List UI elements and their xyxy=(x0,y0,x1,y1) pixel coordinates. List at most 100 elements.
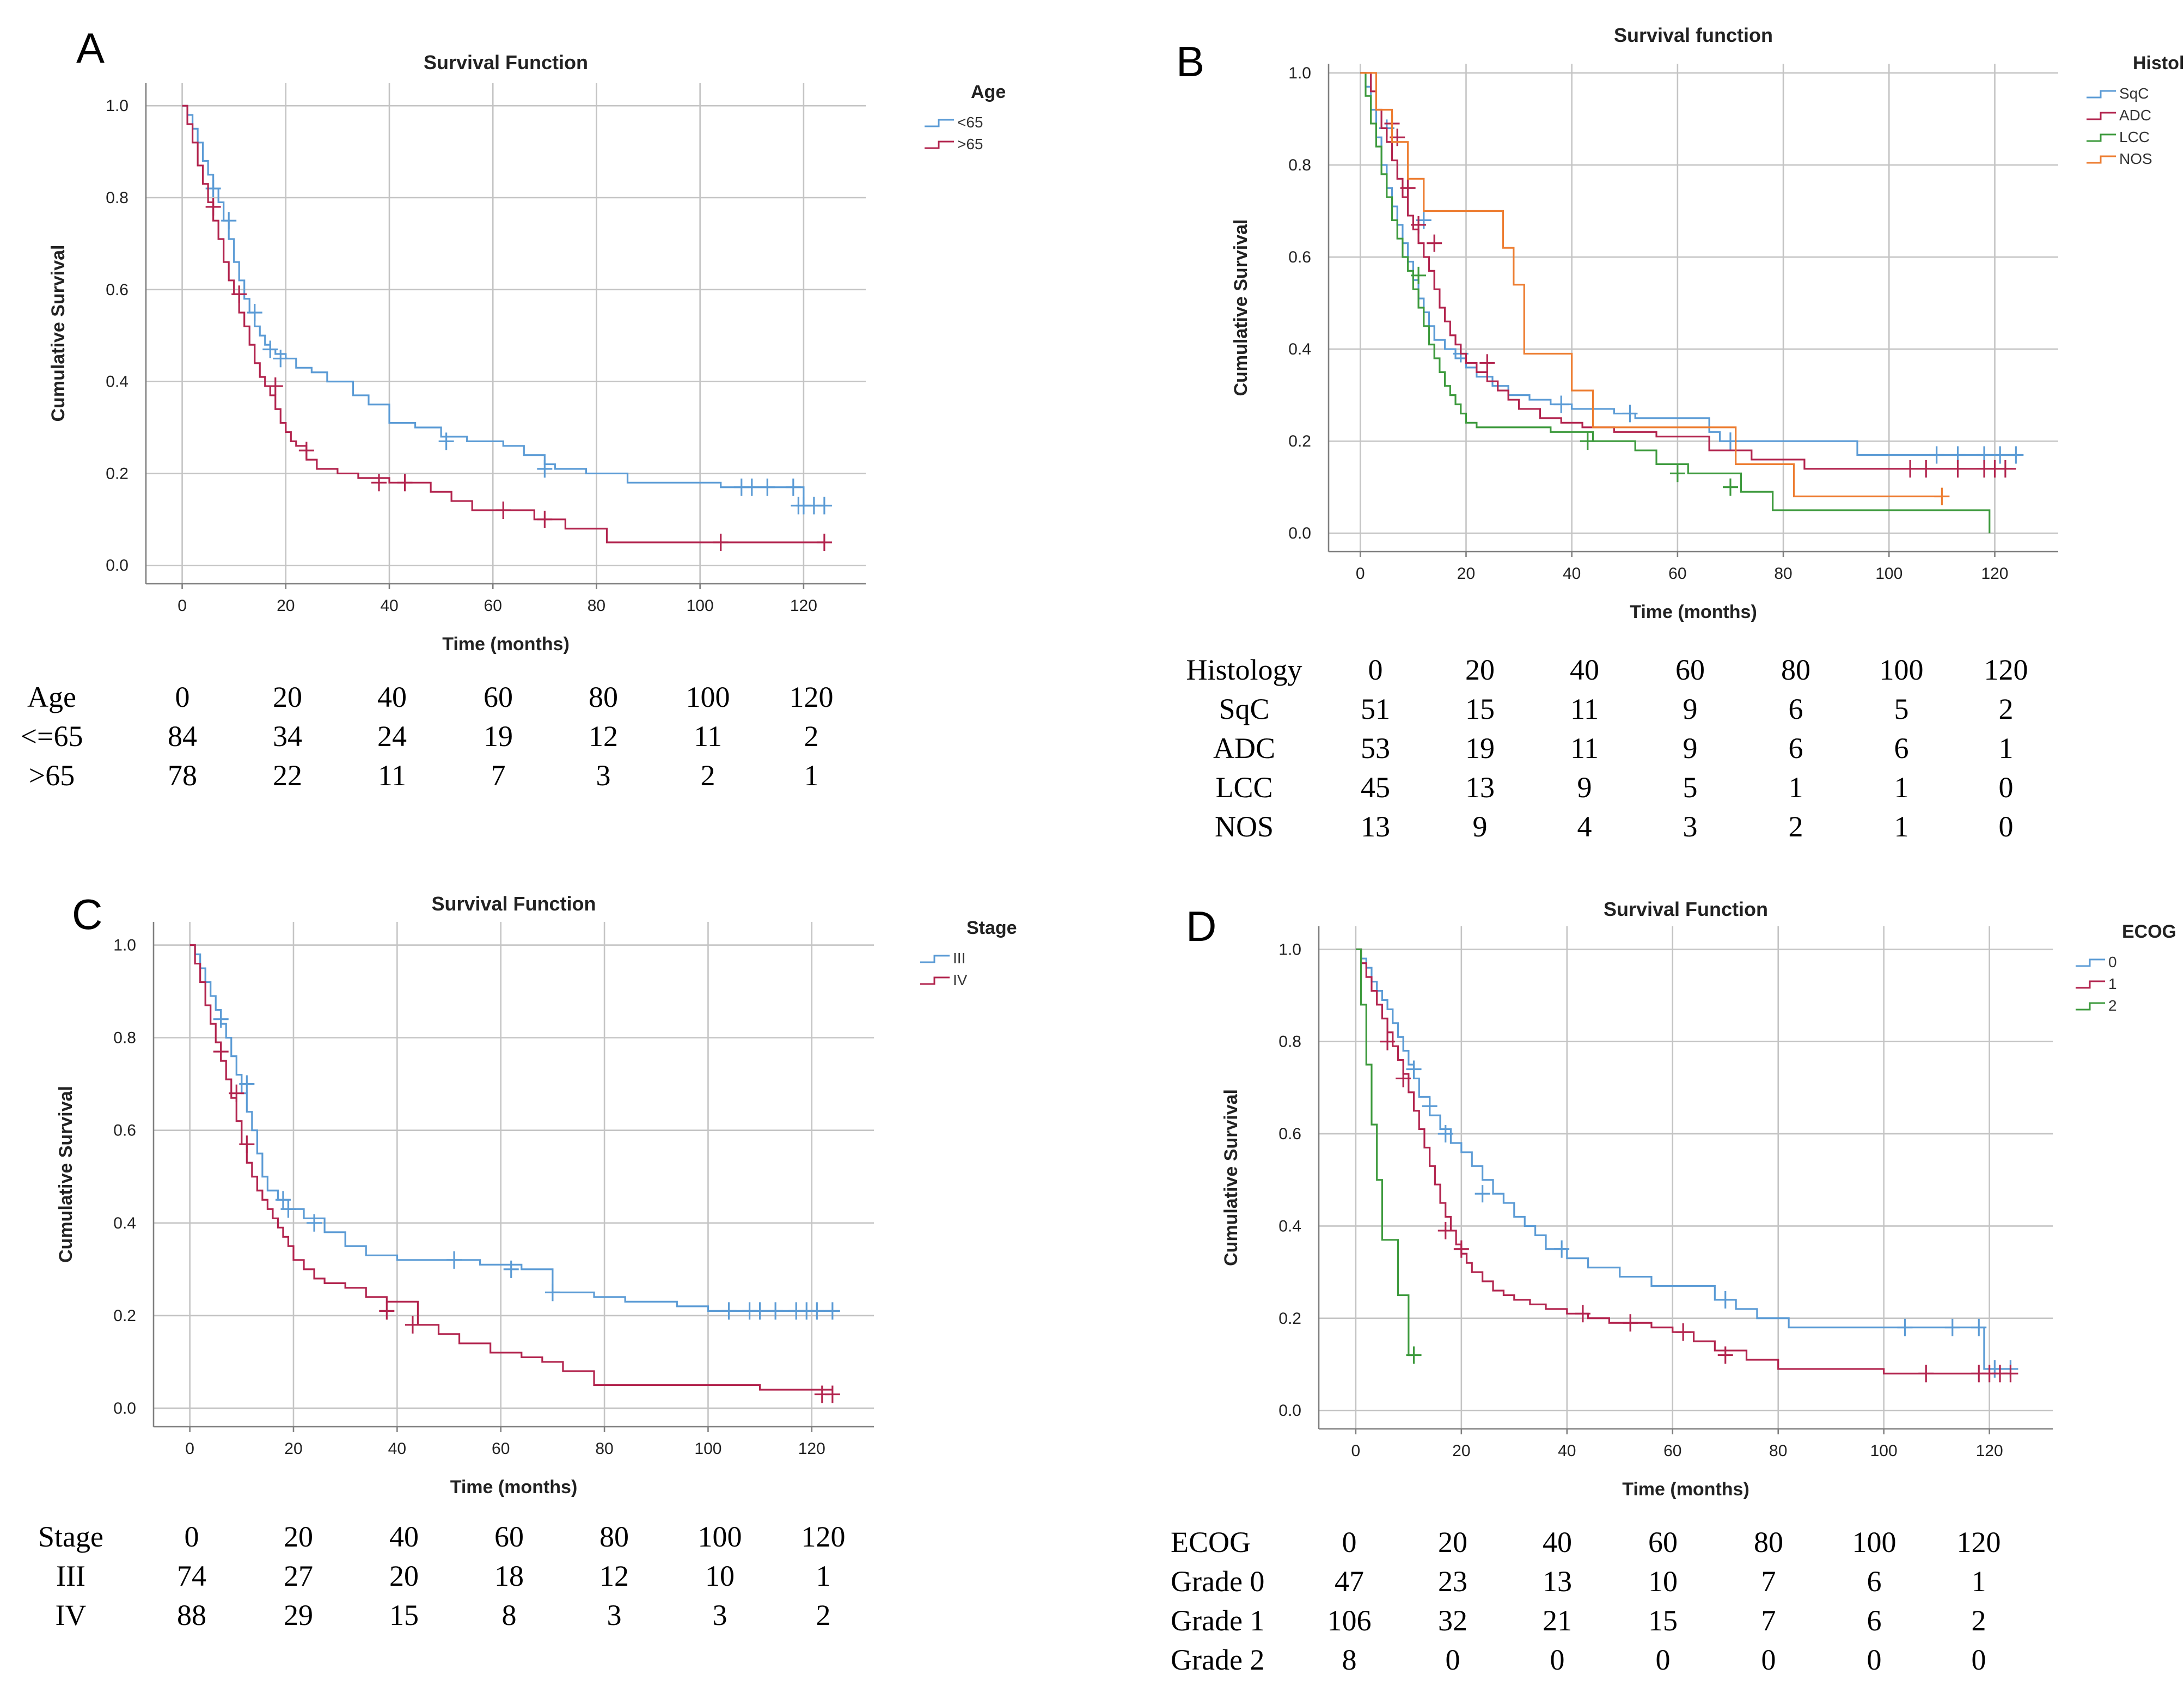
risk-table-cell: 106 xyxy=(1327,1604,1372,1637)
risk-table-cell: 1 xyxy=(1972,1565,1986,1598)
x-axis-label: Time (months) xyxy=(442,634,570,655)
censor-mark xyxy=(2008,446,2024,464)
risk-table-cell: 12 xyxy=(599,1560,629,1592)
x-tick-label: 60 xyxy=(1663,1442,1681,1460)
risk-table-header: Age xyxy=(27,681,76,713)
risk-table-cell: 21 xyxy=(1543,1604,1572,1637)
censor-mark xyxy=(1997,460,2013,478)
y-tick-label: 0.6 xyxy=(113,1122,136,1140)
risk-table-header: 0 xyxy=(1368,653,1383,686)
censor-mark xyxy=(1396,1069,1411,1087)
censor-mark xyxy=(537,460,553,478)
censor-mark xyxy=(1929,446,1944,464)
censor-mark xyxy=(1897,1318,1913,1336)
x-tick-label: 20 xyxy=(1452,1442,1470,1460)
legend-label: 1 xyxy=(2108,975,2117,992)
risk-table-cell: 7 xyxy=(491,759,506,792)
risk-table-cell: 3 xyxy=(1683,810,1698,843)
censor-mark xyxy=(1992,446,2008,464)
censor-mark xyxy=(1722,478,1738,496)
survival-curve-lcc xyxy=(1360,72,1991,534)
censor-mark xyxy=(1717,1291,1733,1309)
chart-title: Survival Function xyxy=(431,893,596,915)
censor-mark xyxy=(298,442,314,460)
censor-mark xyxy=(1971,1318,1987,1336)
x-tick-label: 60 xyxy=(1668,565,1686,583)
risk-table-header: 20 xyxy=(273,681,302,713)
risk-table-cell: 1 xyxy=(1894,771,1909,804)
chart-title: Survival Function xyxy=(1604,898,1768,920)
risk-table-cell: 5 xyxy=(1894,693,1909,725)
legend-label: ADC xyxy=(2119,107,2151,124)
censor-mark xyxy=(1669,465,1685,482)
risk-table-header: 80 xyxy=(599,1520,629,1553)
x-tick-label: 60 xyxy=(492,1440,510,1458)
censor-mark xyxy=(239,1075,255,1093)
censor-mark xyxy=(1422,1097,1437,1115)
risk-table-header: 120 xyxy=(802,1520,846,1553)
risk-table-cell: 6 xyxy=(1789,693,1803,725)
y-tick-label: 0.4 xyxy=(1288,340,1311,358)
risk-table-cell: Grade 0 xyxy=(1171,1565,1264,1598)
censor-mark xyxy=(1918,1365,1934,1383)
y-axis-label: Cumulative Survival xyxy=(1221,1089,1241,1266)
censor-mark xyxy=(1479,354,1495,372)
censor-mark xyxy=(752,1302,768,1320)
survival-curve-iii xyxy=(189,944,833,1312)
legend-swatch xyxy=(920,955,950,963)
y-axis-label: Cumulative Survival xyxy=(56,1086,76,1263)
risk-table-cell: 45 xyxy=(1361,771,1390,804)
x-tick-label: 20 xyxy=(277,597,295,615)
risk-table-cell: 10 xyxy=(705,1560,735,1592)
censor-mark xyxy=(273,350,289,368)
risk-table-cell: 2 xyxy=(804,720,819,753)
x-tick-label: 120 xyxy=(1976,1442,2003,1460)
risk-table-cell: 29 xyxy=(284,1599,313,1631)
risk-table-cell: 20 xyxy=(389,1560,419,1592)
censor-mark xyxy=(495,501,511,519)
y-tick-label: 0.2 xyxy=(1288,432,1311,450)
x-tick-label: 100 xyxy=(1870,1442,1898,1460)
censor-mark xyxy=(1918,460,1934,478)
x-tick-label: 60 xyxy=(484,597,502,615)
y-tick-label: 0.2 xyxy=(113,1307,136,1325)
risk-table-header: 0 xyxy=(1342,1526,1357,1559)
censor-mark xyxy=(239,1135,255,1153)
legend-swatch xyxy=(2087,90,2116,99)
risk-table-cell: 8 xyxy=(502,1599,517,1631)
risk-table-header: 40 xyxy=(389,1520,419,1553)
survival-curve-1 xyxy=(1355,948,2011,1374)
censor-mark xyxy=(503,1260,519,1278)
x-tick-label: 120 xyxy=(790,597,817,615)
x-tick-label: 40 xyxy=(1558,1442,1576,1460)
risk-table-header: 100 xyxy=(1852,1526,1897,1559)
censor-mark xyxy=(824,1302,840,1320)
risk-table-cell: 3 xyxy=(713,1599,727,1631)
legend-swatch xyxy=(925,140,954,149)
x-axis-label: Time (months) xyxy=(450,1477,578,1498)
y-tick-label: 0.4 xyxy=(106,373,129,391)
censor-mark xyxy=(379,1302,395,1320)
y-tick-label: 0.2 xyxy=(1278,1310,1301,1328)
legend-swatch xyxy=(2087,133,2116,142)
censor-mark xyxy=(1554,1240,1570,1258)
risk-table-header: Stage xyxy=(38,1520,103,1553)
censor-mark xyxy=(371,474,387,492)
risk-table-cell: 11 xyxy=(1570,693,1599,725)
censor-mark xyxy=(816,534,832,552)
risk-table-cell: 0 xyxy=(1656,1643,1671,1676)
risk-table-header: Histology xyxy=(1186,653,1302,686)
risk-table-cell: 10 xyxy=(1648,1565,1678,1598)
censor-mark xyxy=(1622,405,1638,423)
risk-table-cell: 78 xyxy=(168,759,197,792)
risk-table-cell: 7 xyxy=(1761,1604,1776,1637)
y-tick-label: 0.6 xyxy=(1288,248,1311,266)
risk-table-cell: 13 xyxy=(1543,1565,1572,1598)
risk-table-cell: 2 xyxy=(1789,810,1803,843)
censor-mark xyxy=(1575,1305,1590,1323)
survival-curve-0 xyxy=(1355,948,2011,1370)
risk-table-header: 0 xyxy=(175,681,190,713)
risk-table-cell: 88 xyxy=(177,1599,206,1631)
survival-curve-65 xyxy=(182,105,824,543)
